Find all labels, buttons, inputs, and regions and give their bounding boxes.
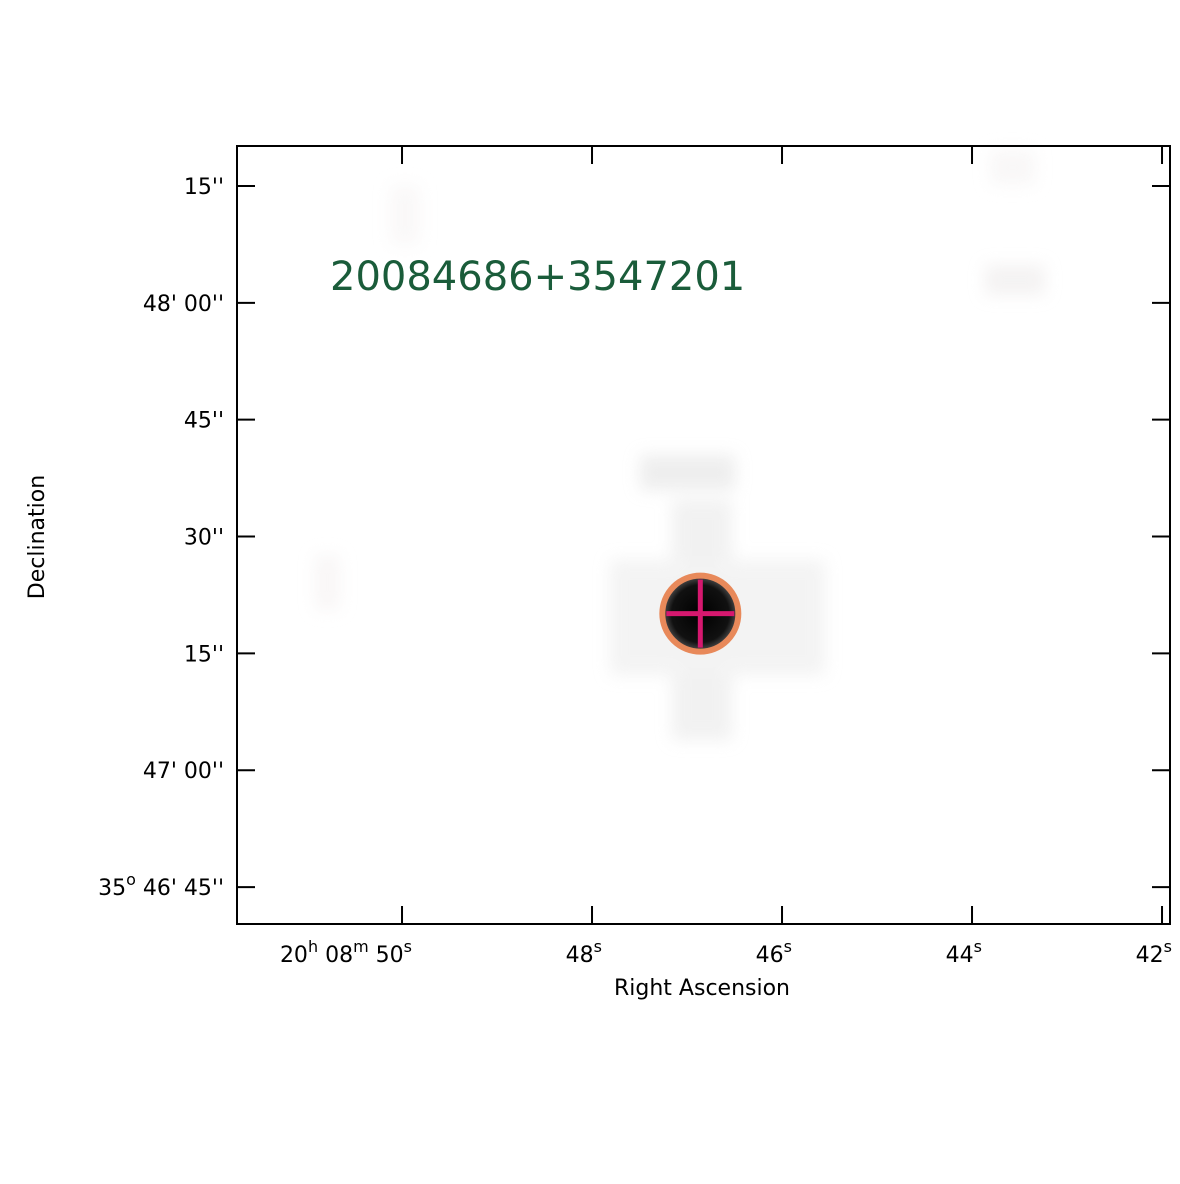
label-superscript: h <box>308 937 318 956</box>
label-part: 08 <box>318 943 353 968</box>
y-tick-label: 35o 46' 45'' <box>98 870 224 901</box>
label-part: 45'' <box>184 409 224 434</box>
y-tick-label: 45'' <box>184 409 224 434</box>
x-tick-label: 46s <box>756 937 792 968</box>
label-part: 50 <box>369 943 404 968</box>
label-part: 48 <box>566 943 594 968</box>
label-part: 30'' <box>184 526 224 551</box>
x-axis-label: Right Ascension <box>614 976 790 1001</box>
label-part: 46 <box>756 943 784 968</box>
y-tick-label: 15'' <box>184 175 224 200</box>
x-tick-label: 48s <box>566 937 602 968</box>
plot-frame <box>236 145 1171 925</box>
label-part: 15'' <box>184 642 224 667</box>
y-axis-label: Declination <box>25 475 50 599</box>
y-tick-label: 48' 00'' <box>143 292 224 317</box>
label-superscript: s <box>404 937 412 956</box>
label-part: 20 <box>280 943 308 968</box>
label-part: 15'' <box>184 175 224 200</box>
y-tick-label: 15'' <box>184 642 224 667</box>
background-sky <box>315 150 1045 740</box>
chart-title: 20084686+3547201 <box>330 254 745 300</box>
x-tick-label: 20h 08m 50s <box>280 937 412 968</box>
label-part: 47' 00'' <box>143 759 224 784</box>
x-tick-label: 42s <box>1136 937 1172 968</box>
y-tick-label: 30'' <box>184 526 224 551</box>
label-superscript: m <box>353 937 369 956</box>
label-superscript: s <box>784 937 792 956</box>
label-part: 35 <box>98 876 126 901</box>
label-superscript: o <box>126 870 136 889</box>
source-circle <box>659 572 742 655</box>
label-part: 42 <box>1136 943 1164 968</box>
label-part: 46' 45'' <box>136 876 224 901</box>
label-superscript: s <box>974 937 982 956</box>
label-part: 48' 00'' <box>143 292 224 317</box>
label-superscript: s <box>1164 937 1172 956</box>
label-part: 44 <box>946 943 974 968</box>
label-superscript: s <box>594 937 602 956</box>
y-tick-label: 47' 00'' <box>143 759 224 784</box>
x-tick-label: 44s <box>946 937 982 968</box>
